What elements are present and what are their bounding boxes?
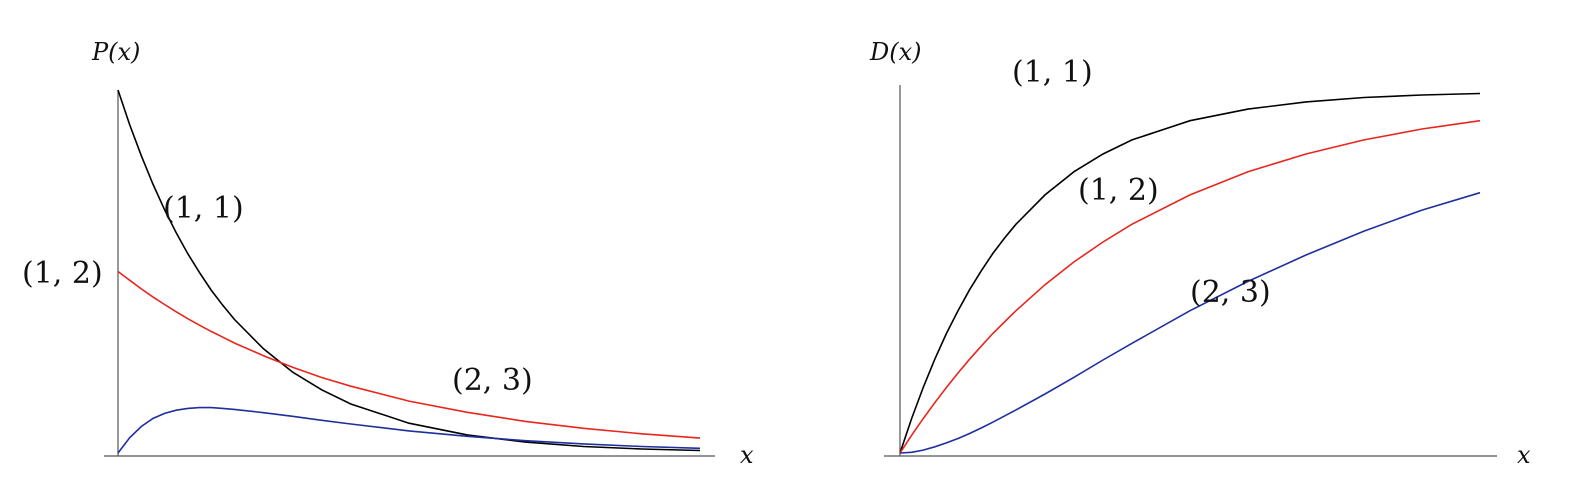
d-curve-label-2-3: (2, 3) <box>1190 275 1271 310</box>
d-x-axis-label: x <box>1517 441 1531 469</box>
d-curve-2-3 <box>899 191 1481 454</box>
d-curve-1-2 <box>899 119 1481 454</box>
d-curve-label-1-1: (1, 1) <box>1012 55 1093 90</box>
p-y-axis-label: P(x) <box>91 38 140 66</box>
d-y-axis-label: D(x) <box>869 38 922 66</box>
p-curve-label-2-3: (2, 3) <box>452 363 533 398</box>
p-curve-label-1-2: (1, 2) <box>22 256 103 291</box>
d-chart: D(x) x (1, 1) (1, 2) (2, 3) <box>869 38 1531 469</box>
d-curve-1-1 <box>899 92 1481 454</box>
d-curve-label-1-2: (1, 2) <box>1078 173 1159 208</box>
d-curves <box>899 92 1481 454</box>
p-chart: P(x) x (1, 1) (1, 2) (2, 3) <box>22 38 754 469</box>
p-curves <box>117 89 701 454</box>
p-curve-1-2 <box>117 270 701 439</box>
p-curve-1-1 <box>117 89 701 452</box>
p-curve-2-3 <box>117 406 701 454</box>
p-curve-label-1-1: (1, 1) <box>163 191 244 226</box>
p-x-axis-label: x <box>740 441 754 469</box>
